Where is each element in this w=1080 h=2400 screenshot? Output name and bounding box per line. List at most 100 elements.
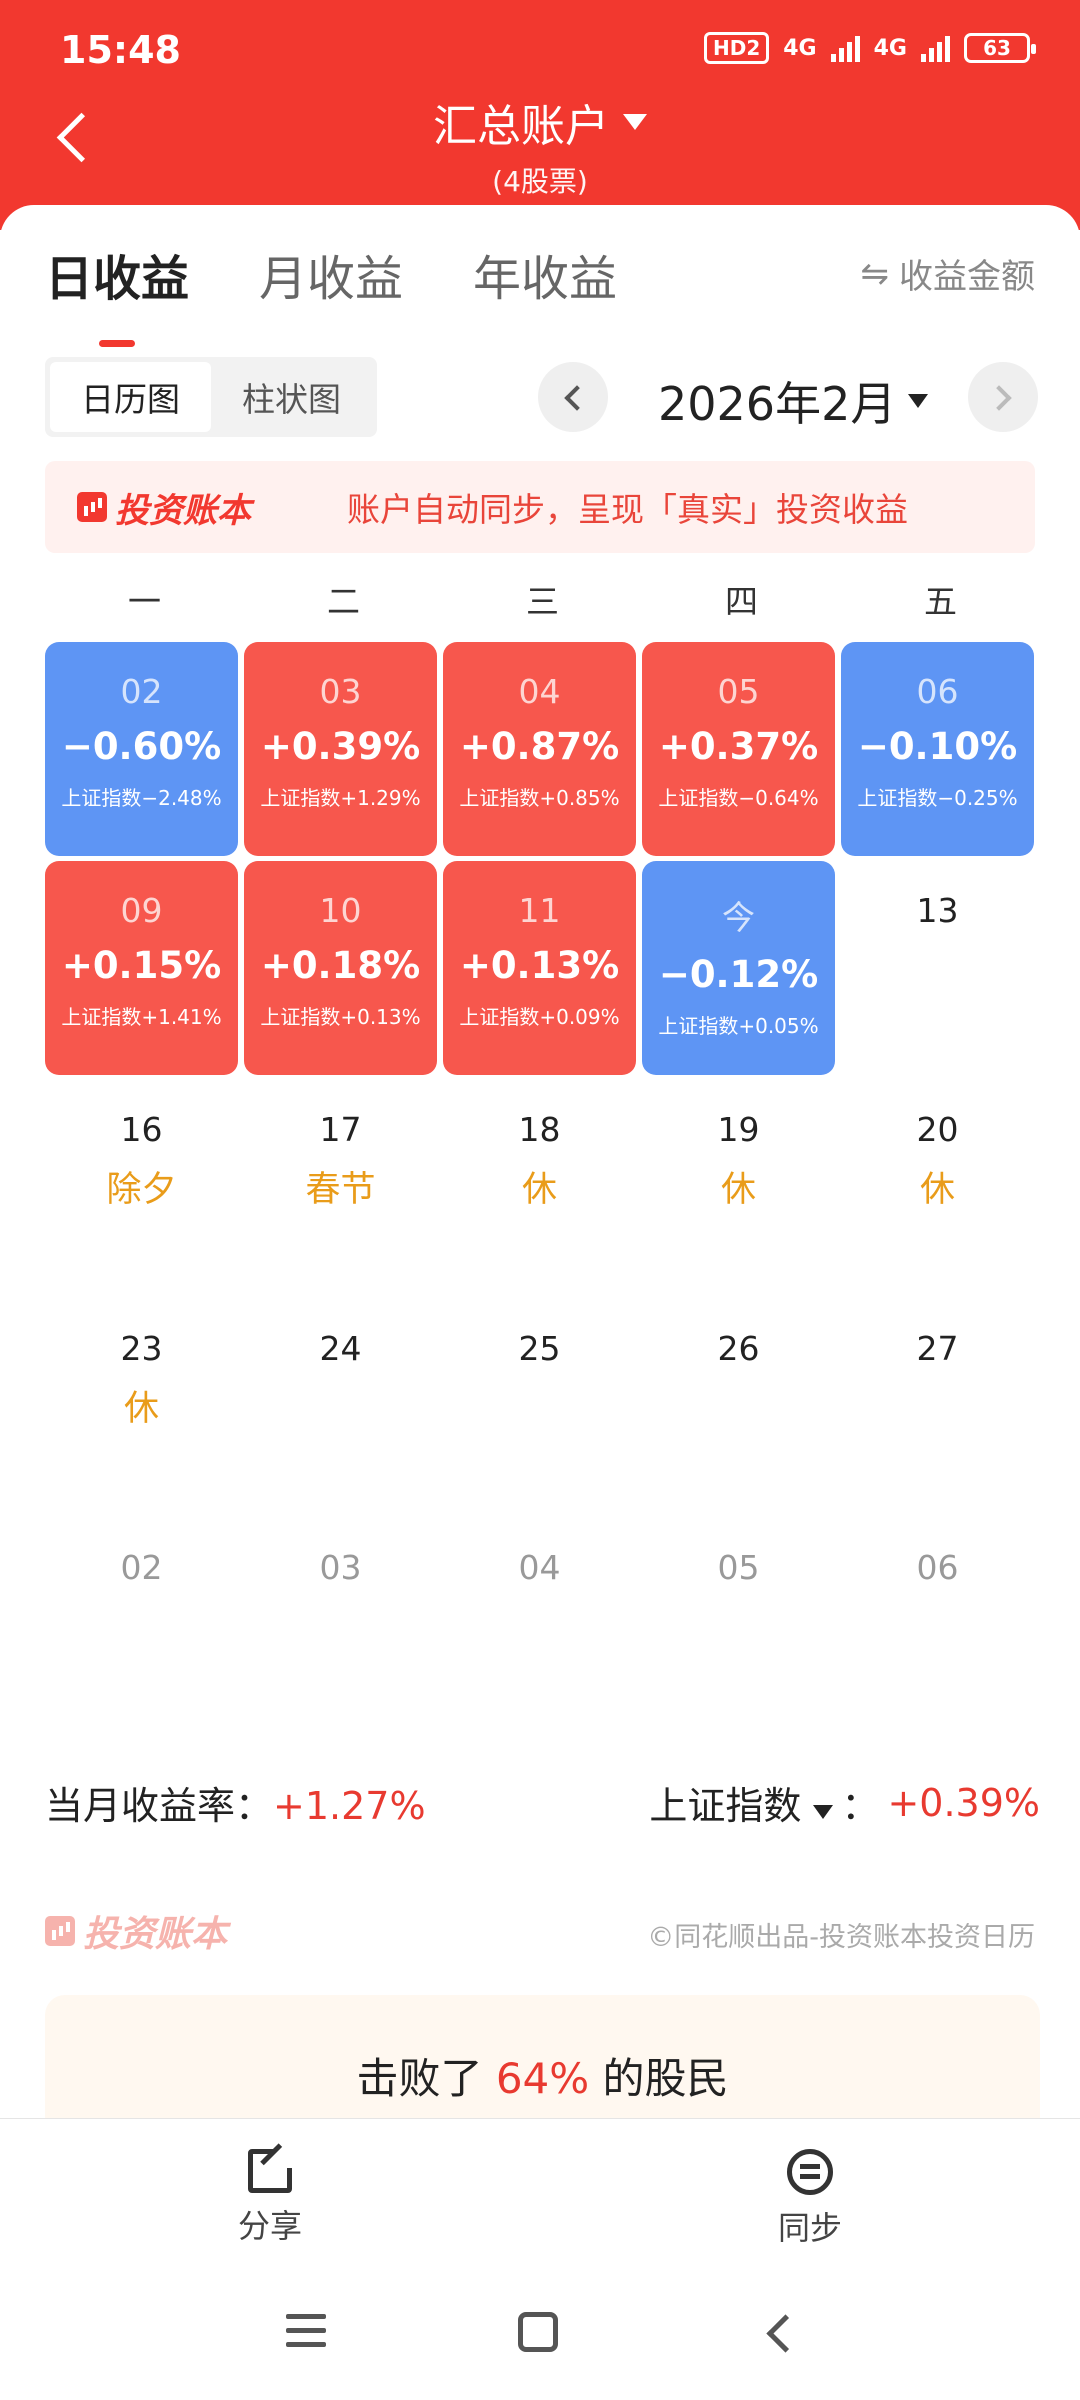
calendar-day[interactable]: 20 休 [841,1080,1034,1294]
day-index-return: 上证指数+0.09% [459,1005,620,1029]
day-number: 04 [518,1548,561,1587]
home-icon[interactable] [518,2312,558,2352]
day-number: 27 [916,1329,959,1368]
promo-banner[interactable]: 投资账本 账户自动同步，呈现「真实」投资收益 [45,461,1035,553]
tab-monthly[interactable]: 月收益 [259,251,404,307]
calendar-day[interactable]: 27 [841,1299,1034,1513]
day-return: +0.18% [260,944,421,987]
day-number: 16 [120,1110,163,1149]
chevron-down-icon [908,394,929,408]
tab-yearly[interactable]: 年收益 [473,251,618,307]
day-number: 23 [120,1329,163,1368]
index-colon: ： [841,1784,880,1828]
day-index-return: 上证指数+1.41% [61,1005,222,1029]
tab-daily[interactable]: 日收益 [45,239,189,347]
swap-icon: ⇋ [860,253,890,294]
share-button[interactable]: 分享 [190,2143,350,2247]
day-index-return: 上证指数−0.25% [857,786,1018,810]
day-return: +0.87% [459,725,620,768]
calendar-day[interactable]: 23 休 [45,1299,238,1513]
sync-label: 同步 [777,2209,842,2247]
ranking-text: 击败了 64% 的股民 [45,2045,1040,2106]
calendar-day[interactable]: 03 +0.39% 上证指数+1.29% [244,642,437,856]
day-number: 17 [319,1110,362,1149]
day-number: 10 [319,891,362,930]
tab-bar: 日收益 月收益 年收益 [45,239,618,347]
calendar-day[interactable]: 25 [443,1299,636,1513]
view-bar-chart[interactable]: 柱状图 [242,380,341,419]
day-number: 09 [120,891,163,930]
ledger-icon [45,1916,75,1946]
day-return: +0.39% [260,725,421,768]
calendar-day[interactable]: 24 [244,1299,437,1513]
calendar-day[interactable]: 09 +0.15% 上证指数+1.41% [45,861,238,1075]
network-label-1: 4G [783,35,817,61]
day-index-return: 上证指数−2.48% [61,786,222,810]
day-number: 11 [518,891,561,930]
calendar-day[interactable]: 04 +0.87% 上证指数+0.85% [443,642,636,856]
account-selector[interactable]: 汇总账户 [433,90,647,154]
status-icons: HD2 4G 4G 63 [703,32,1036,64]
day-number: 03 [319,1548,362,1587]
toggle-amount-label: 收益金额 [899,257,1035,297]
calendar-day[interactable]: 11 +0.13% 上证指数+0.09% [443,861,636,1075]
month-navigator: 2026年2月 [538,362,1038,434]
weekday-header: 一 二 三 四 五 [45,575,1040,623]
day-number: 24 [319,1329,362,1368]
holiday-label: 春节 [305,1170,376,1210]
day-index-return: 上证指数+1.29% [260,786,421,810]
day-number: 04 [518,672,561,711]
weekday-label: 三 [526,582,559,621]
sync-button[interactable]: 同步 [730,2149,890,2249]
day-number: 18 [518,1110,561,1149]
calendar-day: 03 [244,1518,437,1732]
weekday-label: 五 [924,582,957,621]
calendar-day[interactable]: 19 休 [642,1080,835,1294]
calendar-day[interactable]: 10 +0.18% 上证指数+0.13% [244,861,437,1075]
day-index-return: 上证指数+0.05% [658,1014,819,1038]
view-switch: 日历图 柱状图 [45,357,377,437]
prev-month-button[interactable] [538,362,608,432]
brand-name: 投资账本 [115,490,251,531]
brand-logo: 投资账本 [77,483,251,532]
calendar-day[interactable]: 26 [642,1299,835,1513]
calendar-day[interactable]: 17 春节 [244,1080,437,1294]
calendar-day[interactable]: 02 −0.60% 上证指数−2.48% [45,642,238,856]
battery-level: 63 [983,36,1011,60]
banner-text: 账户自动同步，呈现「真实」投资收益 [347,490,908,529]
day-number: 02 [120,1548,163,1587]
day-number: 26 [717,1329,760,1368]
back-icon[interactable] [764,2316,794,2346]
share-label: 分享 [237,2207,302,2245]
day-number: 06 [916,672,959,711]
calendar-day[interactable]: 今 −0.12% 上证指数+0.05% [642,861,835,1075]
day-number: 20 [916,1110,959,1149]
ranking-suffix: 的股民 [602,2054,729,2103]
calendar-day[interactable]: 06 −0.10% 上证指数−0.25% [841,642,1034,856]
monthly-summary: 当月收益率：+1.27% 上证指数 ： +0.39% [45,1775,1040,1829]
month-selector[interactable]: 2026年2月 [658,368,929,434]
day-return: +0.15% [61,944,222,987]
view-calendar[interactable]: 日历图 [50,362,211,432]
day-return: −0.10% [857,725,1018,768]
toggle-amount-button[interactable]: ⇋ 收益金额 [861,249,1036,298]
holiday-label: 休 [720,1170,756,1210]
menu-icon[interactable] [286,2314,326,2348]
footer-brand-name: 投资账本 [83,1914,228,1955]
holiday-label: 休 [521,1170,557,1210]
app-header: 15:48 HD2 4G 4G 63 汇总账户 (4股票) [0,0,1080,230]
index-selector[interactable]: 上证指数 [649,1775,834,1830]
calendar-day[interactable]: 18 休 [443,1080,636,1294]
day-number: 02 [120,672,163,711]
status-time: 15:48 [60,28,181,72]
ledger-icon [77,492,107,522]
calendar-day[interactable]: 05 +0.37% 上证指数−0.64% [642,642,835,856]
hd-badge: HD2 [703,32,770,64]
weekday-label: 一 [128,582,161,621]
next-month-button[interactable] [968,362,1038,432]
calendar-day: 02 [45,1518,238,1732]
weekday-label: 四 [725,582,758,621]
calendar-day[interactable]: 16 除夕 [45,1080,238,1294]
calendar-day[interactable]: 13 [841,861,1034,1075]
chevron-down-icon [813,1805,834,1819]
